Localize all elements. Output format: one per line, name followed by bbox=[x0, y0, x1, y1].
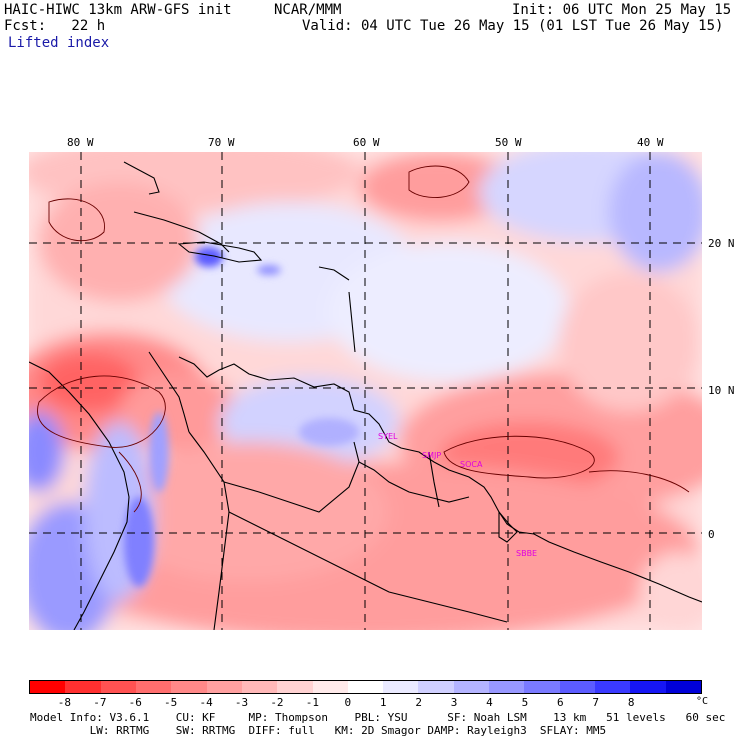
colorbar-segment bbox=[171, 681, 207, 693]
colorbar-tick-label: 4 bbox=[486, 696, 493, 709]
colorbar-tick-label: 0 bbox=[344, 696, 352, 709]
colorbar-segment bbox=[489, 681, 525, 693]
colorbar-segment bbox=[65, 681, 101, 693]
forecast-hour: Fcst: 22 h bbox=[4, 18, 106, 34]
colorbar-tick-label: -1 bbox=[305, 696, 319, 709]
lon-label-60w: 60 W bbox=[353, 136, 380, 149]
colorbar-tick-label: 8 bbox=[627, 696, 635, 709]
field-name: Lifted index bbox=[8, 35, 110, 51]
coastlines bbox=[28, 161, 703, 631]
station-label-soca: SOCA bbox=[460, 460, 483, 469]
colorbar-segment bbox=[312, 681, 348, 693]
colorbar-segment bbox=[30, 681, 66, 693]
colorbar-tick-label: -5 bbox=[164, 696, 178, 709]
colorbar bbox=[29, 680, 702, 694]
colorbar-unit: °C bbox=[696, 696, 709, 707]
colorbar-segment bbox=[418, 681, 454, 693]
colorbar-segment bbox=[206, 681, 242, 693]
colorbar-segment bbox=[595, 681, 631, 693]
station-label-smjp: SMJP bbox=[422, 451, 442, 460]
model-title: HAIC-HIWC 13km ARW-GFS init bbox=[4, 2, 232, 18]
colorbar-tick-label: 5 bbox=[521, 696, 529, 709]
station-label-syel: SYEL bbox=[378, 432, 398, 441]
colorbar-tick-label: 6 bbox=[557, 696, 564, 709]
colorbar-tick-label: 1 bbox=[379, 696, 387, 709]
li-contours bbox=[37, 165, 690, 513]
colorbar-segment bbox=[241, 681, 278, 693]
lon-label-70w: 70 W bbox=[208, 136, 235, 149]
colorbar-segment bbox=[100, 681, 136, 693]
lon-label-40w: 40 W bbox=[637, 136, 664, 149]
colorbar-tick-label: -2 bbox=[270, 696, 284, 709]
valid-time: Valid: 04 UTC Tue 26 May 15 (01 LST Tue … bbox=[302, 18, 724, 34]
lat-label-20n: 20 N bbox=[708, 237, 735, 250]
colorbar-segment bbox=[665, 681, 701, 693]
model-info-line2: LW: RRTMG SW: RRTMG DIFF: full KM: 2D Sm… bbox=[30, 724, 607, 737]
colorbar-tick-label: -7 bbox=[93, 696, 107, 709]
colorbar-tick-label: 7 bbox=[592, 696, 600, 709]
colorbar-tick-label: -6 bbox=[128, 696, 142, 709]
colorbar-segment bbox=[135, 681, 172, 693]
colorbar-segment bbox=[347, 681, 384, 693]
organization-label: NCAR/MMM bbox=[274, 2, 342, 18]
lon-label-80w: 80 W bbox=[67, 136, 94, 149]
lat-lon-grid bbox=[29, 152, 702, 630]
lifted-index-map bbox=[9, 132, 739, 642]
lon-label-50w: 50 W bbox=[495, 136, 522, 149]
colorbar-tick-label: -8 bbox=[57, 696, 72, 709]
colorbar-segment bbox=[277, 681, 313, 693]
colorbar-segment bbox=[453, 681, 490, 693]
station-label-sbbe: SBBE bbox=[516, 549, 538, 558]
init-time: Init: 06 UTC Mon 25 May 15 bbox=[512, 2, 732, 18]
colorbar-tick-label: 2 bbox=[415, 696, 422, 709]
colorbar-segment bbox=[383, 681, 419, 693]
colorbar-segment bbox=[630, 681, 666, 693]
colorbar-tick-label: 3 bbox=[450, 696, 458, 709]
colorbar-tick-label: -3 bbox=[234, 696, 249, 709]
model-info-line1: Model Info: V3.6.1 CU: KF MP: Thompson P… bbox=[30, 711, 726, 724]
colorbar-tick-label: -4 bbox=[199, 696, 213, 709]
map-canvas bbox=[9, 132, 739, 642]
colorbar-segment bbox=[524, 681, 560, 693]
colorbar-segment bbox=[559, 681, 595, 693]
lat-label-0: 0 bbox=[708, 528, 715, 541]
lat-label-10n: 10 N bbox=[708, 384, 735, 397]
